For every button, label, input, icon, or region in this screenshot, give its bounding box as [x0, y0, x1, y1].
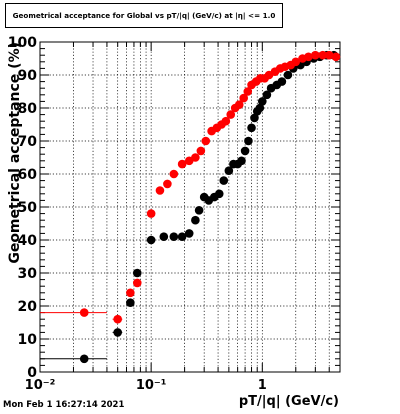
y-axis-label: Geometrical acceptance (%) — [7, 42, 23, 264]
data-point-red — [196, 146, 206, 156]
data-point-red — [201, 136, 211, 146]
data-point-red — [155, 186, 165, 195]
data-point-red — [132, 278, 142, 288]
chart-title: Geometrical acceptance for Global vs pT/… — [12, 11, 276, 20]
data-point-red — [126, 288, 135, 298]
data-point-red — [177, 159, 187, 169]
data-point-black — [219, 176, 229, 185]
data-point-black — [247, 123, 256, 133]
data-point-red — [234, 100, 244, 109]
data-point-black — [214, 189, 224, 199]
data-point-red — [163, 179, 172, 189]
data-point-black — [191, 215, 200, 225]
data-point-black — [237, 156, 246, 166]
data-point-black — [159, 232, 169, 241]
data-point-red — [318, 50, 328, 60]
data-point-red — [169, 169, 179, 179]
y-tick-label: 80 — [18, 101, 38, 117]
data-point-black — [126, 298, 135, 308]
data-point-red — [243, 87, 253, 96]
data-points — [79, 50, 341, 364]
data-point-red — [191, 153, 200, 162]
data-point-red — [226, 110, 236, 119]
data-point-red — [331, 52, 341, 62]
y-tick-label: 50 — [18, 200, 38, 216]
grid-lines — [40, 42, 341, 372]
data-point-black — [169, 232, 179, 241]
timestamp: Mon Feb 1 16:27:14 2021 — [3, 400, 125, 410]
data-point-black — [258, 97, 267, 106]
data-point-red — [324, 50, 334, 60]
axis-ticks — [39, 41, 341, 373]
data-point-black — [283, 70, 293, 80]
y-tick-label: 10 — [18, 332, 38, 348]
data-point-red — [113, 314, 122, 324]
y-tick-label: 40 — [18, 233, 38, 249]
data-point-red — [239, 93, 248, 103]
data-point-red — [291, 57, 301, 67]
y-tick-label: 70 — [18, 134, 38, 150]
data-point-black — [113, 328, 122, 337]
y-tick-label: 20 — [18, 299, 38, 315]
y-tick-label: 100 — [8, 35, 37, 51]
data-point-red — [304, 52, 313, 62]
chart-title-box: Geometrical acceptance for Global vs pT/… — [5, 3, 283, 28]
x-axis-label: pT/|q| (GeV/c) — [239, 394, 339, 409]
data-point-black — [177, 232, 187, 241]
y-tick-label: 60 — [18, 167, 38, 183]
x-tick-label: 10⁻² — [25, 378, 56, 393]
data-point-black — [244, 136, 253, 146]
data-point-red — [79, 308, 89, 317]
data-point-black — [255, 103, 265, 113]
y-tick-label: 30 — [18, 266, 38, 282]
error-bars — [40, 312, 123, 360]
y-tick-label: 0 — [27, 365, 37, 381]
data-point-black — [194, 206, 204, 215]
data-point-red — [146, 209, 156, 218]
x-tick-label: 10⁻¹ — [136, 378, 167, 393]
data-point-black — [262, 90, 272, 100]
data-point-black — [184, 229, 194, 238]
x-tick-label: 1 — [258, 378, 267, 393]
data-point-black — [250, 113, 259, 123]
data-point-black — [146, 235, 156, 245]
data-point-red — [221, 116, 231, 126]
data-point-black — [224, 166, 234, 175]
data-point-black — [240, 146, 250, 156]
data-point-black — [277, 77, 287, 86]
data-point-black — [79, 354, 89, 364]
data-point-black — [132, 268, 142, 278]
data-point-red — [311, 50, 320, 60]
y-tick-label: 90 — [18, 68, 38, 84]
